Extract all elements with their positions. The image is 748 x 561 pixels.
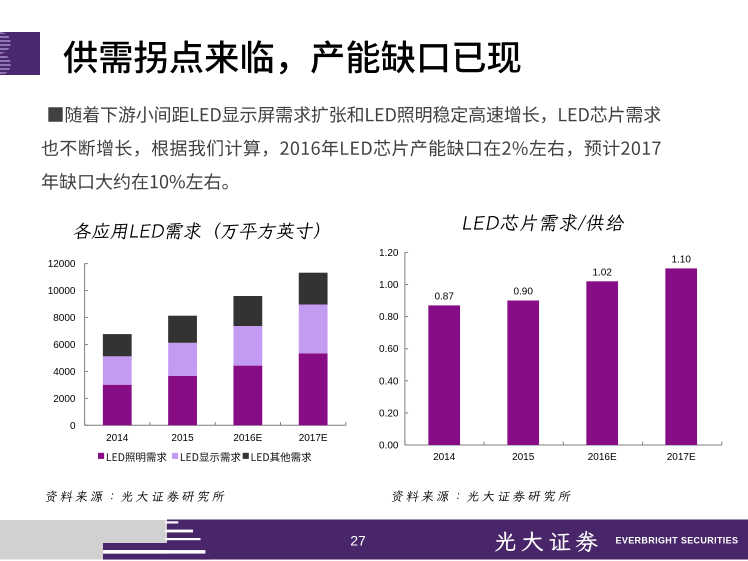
svg-text:12000: 12000	[48, 259, 76, 270]
svg-text:0.00: 0.00	[379, 441, 399, 452]
svg-text:1.00: 1.00	[379, 280, 399, 291]
svg-text:EVERBRIGHT SECURITIES: EVERBRIGHT SECURITIES	[616, 536, 739, 546]
svg-text:2015: 2015	[171, 433, 194, 444]
svg-text:0.90: 0.90	[513, 287, 533, 298]
svg-text:1.20: 1.20	[379, 248, 399, 259]
svg-text:27: 27	[350, 533, 366, 549]
svg-text:2016E: 2016E	[233, 433, 262, 444]
svg-text:6000: 6000	[53, 340, 76, 351]
svg-text:2000: 2000	[53, 394, 76, 405]
svg-text:1.02: 1.02	[592, 267, 612, 278]
svg-text:2016E: 2016E	[588, 452, 617, 463]
svg-text:2015: 2015	[512, 452, 535, 463]
svg-text:1.10: 1.10	[671, 254, 691, 265]
svg-text:2014: 2014	[433, 452, 456, 463]
svg-text:4000: 4000	[53, 367, 76, 378]
svg-text:0.40: 0.40	[379, 376, 399, 387]
svg-text:0.60: 0.60	[379, 344, 399, 355]
svg-text:0.80: 0.80	[379, 312, 399, 323]
svg-text:8000: 8000	[53, 313, 76, 324]
svg-text:2014: 2014	[106, 433, 129, 444]
svg-text:0.20: 0.20	[379, 408, 399, 419]
svg-text:2017E: 2017E	[299, 433, 328, 444]
svg-text:0: 0	[70, 421, 76, 432]
svg-text:0.87: 0.87	[434, 291, 454, 302]
svg-text:10000: 10000	[48, 286, 76, 297]
svg-text:2017E: 2017E	[667, 452, 696, 463]
